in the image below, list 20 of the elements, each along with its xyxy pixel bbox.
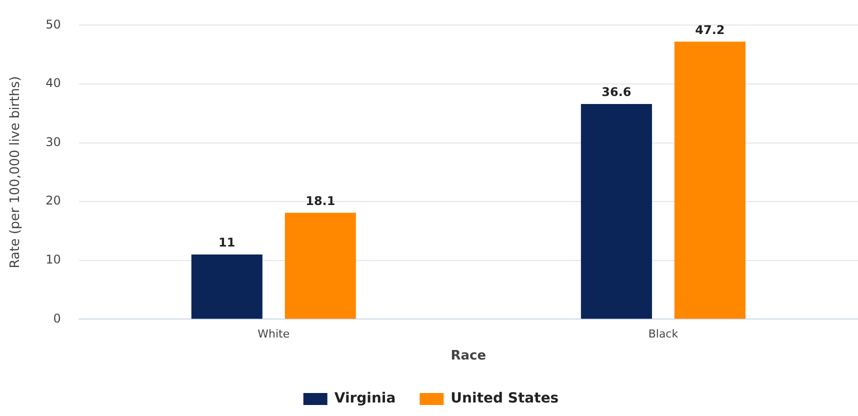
bar [284,212,356,319]
y-tick-label: 30 [46,134,61,149]
data-label: 36.6 [602,85,632,100]
y-tick-label: 50 [46,17,61,32]
x-tick-label: Black [648,328,679,341]
y-tick-label: 0 [53,311,61,326]
bar [580,104,652,319]
legend-label: Virginia [334,390,396,407]
y-tick-label: 20 [46,194,61,208]
y-axis-title: Rate (per 100,000 live births) [8,76,24,268]
x-tick-label: White [258,328,290,341]
data-label: 11 [218,236,236,250]
bar [191,254,262,319]
y-tick-label: 10 [46,252,61,267]
data-label: 47.2 [695,22,725,37]
x-axis-title: Race [450,348,486,364]
y-tick-label: 40 [46,76,61,90]
legend-label: United States [450,390,559,407]
bar [674,42,746,319]
data-label: 18.1 [306,194,336,208]
